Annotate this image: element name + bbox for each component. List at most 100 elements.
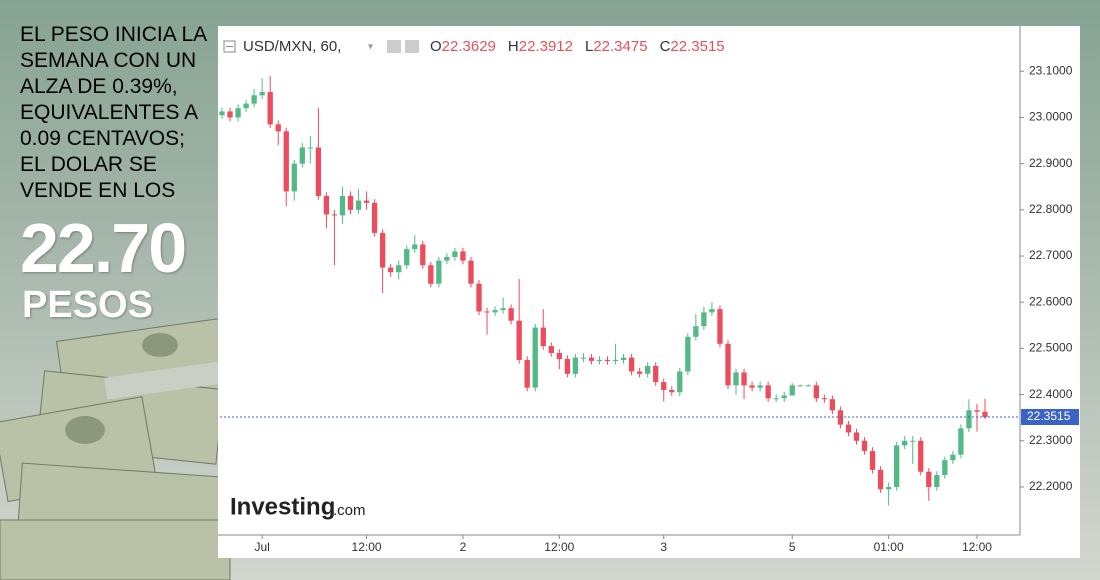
candle-body (436, 260, 442, 284)
x-tick-label: 2 (460, 540, 467, 554)
candle-body (572, 357, 579, 374)
ohlc-label: L (585, 38, 593, 55)
ohlc-value: 22.3475 (593, 38, 647, 55)
candle-body (653, 365, 659, 383)
headline-line: VENDE EN LOS (20, 179, 176, 202)
candle-body (725, 343, 731, 386)
candle-body (396, 265, 402, 273)
x-tick-label: Jul (254, 540, 269, 554)
plot: 22.2000 22.3000 22.4000 22.5000 22.6000 22.70… (219, 63, 1079, 554)
source-logo-suffix: .com (333, 502, 366, 519)
candle-body (669, 389, 675, 393)
candle-body (645, 365, 651, 374)
settings-icon[interactable] (387, 40, 401, 53)
candle-body (468, 260, 474, 284)
candle-body (749, 385, 755, 388)
candle-body (460, 251, 466, 261)
price-unit: PESOS (22, 284, 153, 326)
ohlc-value: 22.3629 (442, 38, 496, 55)
candle-body (476, 283, 482, 312)
candle-body (885, 486, 892, 490)
ohlc-legend: O 22.3629 H 22.3912 L 22.3475 C 22.3515 (430, 38, 725, 55)
candle-body (612, 359, 619, 361)
candle-body (420, 244, 426, 266)
candle-body (363, 200, 370, 203)
candle-body (677, 371, 683, 393)
candle-body (299, 147, 305, 164)
candle-body (709, 309, 715, 313)
candle-body (540, 327, 546, 347)
candle-body (813, 385, 819, 399)
candle-body (235, 108, 241, 118)
y-tick-label: 22.4000 (1029, 387, 1073, 401)
headline-line: EL PESO INICIA LA (20, 23, 208, 46)
candle-body (636, 371, 643, 374)
candle-body (934, 474, 940, 487)
candle-body (243, 103, 249, 109)
candle-body (404, 249, 410, 266)
candle-body (275, 124, 281, 132)
symbol: USD/MXN, 60, (243, 38, 341, 55)
candle-body (950, 454, 956, 461)
candle-body (516, 320, 522, 360)
candle-body (315, 147, 322, 196)
settings-icon[interactable] (405, 40, 419, 53)
candle-body (685, 336, 691, 372)
candle-body (291, 163, 297, 192)
headline: EL PESO INICIA LA SEMANA CON UN ALZA DE 0.… (20, 22, 215, 204)
candle-body (733, 372, 739, 386)
candle-body (580, 357, 587, 359)
y-tick-label: 22.6000 (1029, 294, 1073, 308)
candle-body (500, 308, 506, 311)
candle-body (869, 450, 876, 470)
candle-body (452, 251, 458, 257)
candle-body (379, 232, 386, 268)
headline-line: EQUIVALENTES A (20, 101, 199, 124)
last-price-badge (1021, 408, 1079, 425)
candle-body (797, 385, 803, 387)
candle-body (219, 111, 225, 116)
candle-body (267, 92, 273, 125)
y-tick-label: 23.1000 (1029, 63, 1073, 77)
last-price-label: 22.3515 (1027, 409, 1071, 423)
candle-body (331, 214, 338, 216)
candle-body (861, 440, 868, 451)
y-tick-label: 22.3000 (1029, 433, 1073, 447)
candle-body (781, 395, 787, 399)
candle-body (741, 372, 747, 386)
ohlc-label: O (430, 38, 442, 55)
ohlc-label: H (508, 38, 519, 55)
candle-body (604, 359, 611, 361)
candle-body (829, 399, 836, 411)
source-logo: Investing (230, 493, 335, 520)
candle-body (548, 346, 554, 354)
candle-body (974, 410, 980, 412)
x-tick-label: 01:00 (874, 540, 904, 554)
chart-panel (218, 26, 1080, 558)
candle-body (918, 440, 924, 472)
headline-line: 0.09 CENTAVOS; (20, 127, 185, 150)
candle-body (588, 357, 595, 361)
candle-body (693, 326, 699, 337)
candle-body (492, 310, 498, 313)
candle-body (524, 359, 530, 388)
candle-body (958, 428, 964, 455)
candle-body (444, 256, 450, 261)
y-tick-label: 22.2000 (1029, 479, 1073, 493)
y-tick-label: 22.9000 (1029, 156, 1073, 170)
x-tick-label: 12:00 (544, 540, 574, 554)
candle-body (982, 411, 988, 417)
ohlc-value: 22.3515 (670, 38, 724, 55)
dropdown-arrow[interactable]: ▾ (368, 42, 373, 53)
candle-body (556, 353, 562, 360)
headline-line: ALZA DE 0.39%, (20, 75, 178, 98)
candle-body (532, 327, 538, 388)
y-tick-label: 22.7000 (1029, 248, 1073, 262)
candle-body (821, 398, 828, 400)
collapse-icon[interactable] (223, 40, 236, 53)
candle-body (428, 265, 434, 284)
y-tick-label: 23.0000 (1029, 110, 1073, 124)
headline-line: SEMANA CON UN (20, 49, 197, 72)
